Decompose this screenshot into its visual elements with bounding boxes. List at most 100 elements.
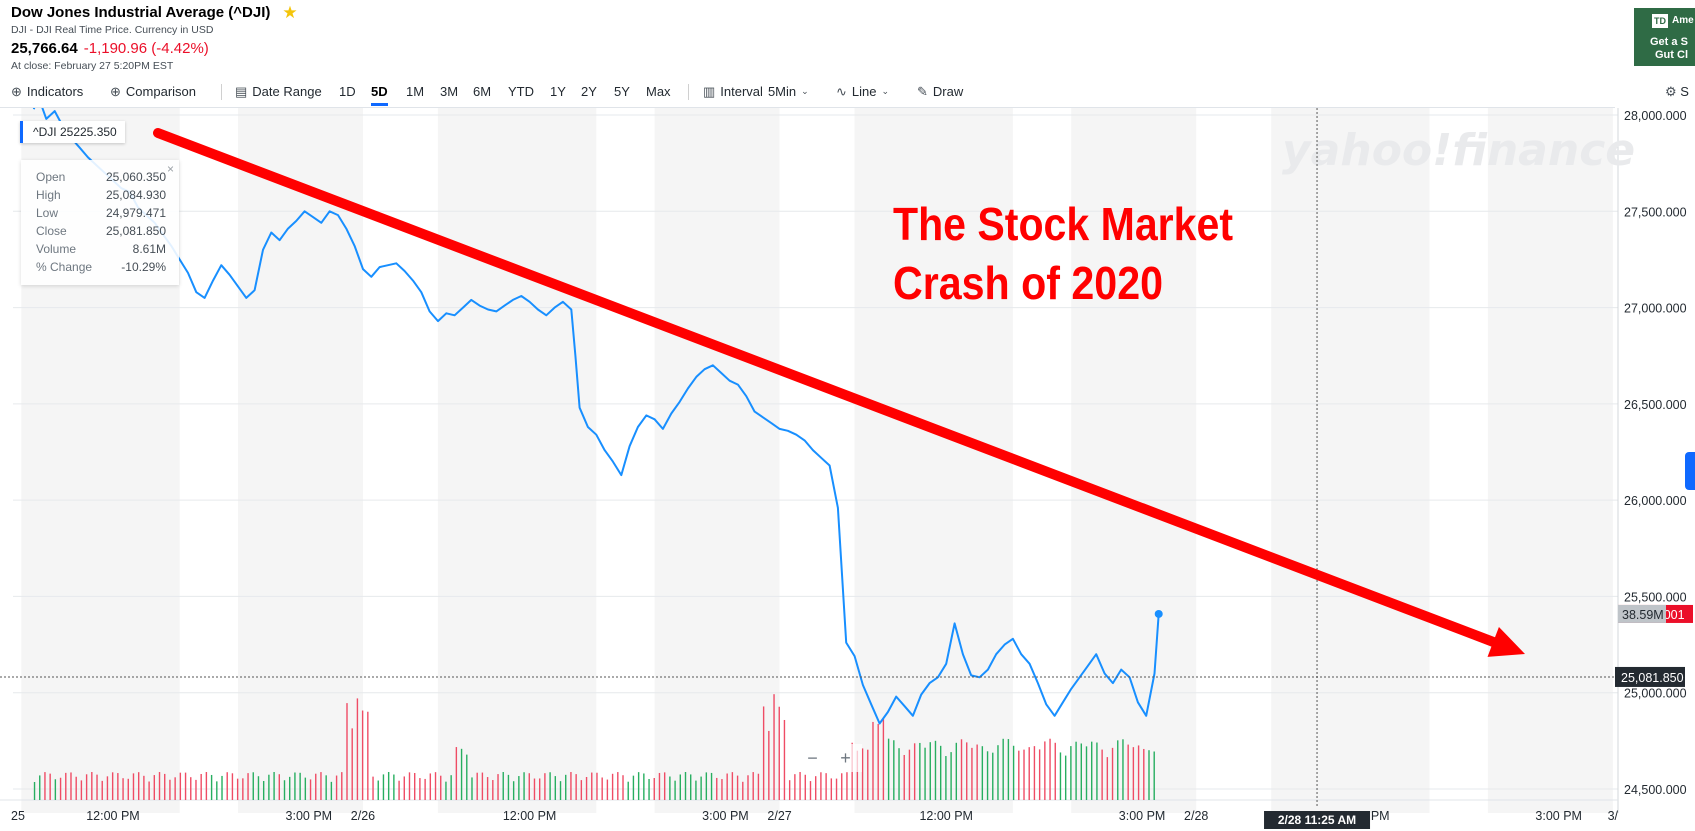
time-band-2 (437, 108, 597, 813)
range-2y[interactable]: 2Y (581, 84, 597, 99)
volume-bar (75, 776, 77, 800)
volume-bar (809, 781, 812, 800)
volume-bar (262, 781, 265, 800)
volume-bar (231, 773, 234, 800)
volume-bar (601, 777, 603, 800)
range-max[interactable]: Max (646, 84, 671, 99)
ohlc-row-change: % Change -10.29% (36, 260, 166, 274)
close-icon[interactable]: × (166, 162, 174, 176)
volume-bar (408, 772, 411, 800)
volume-bar (153, 775, 156, 800)
interval-button[interactable]: ▥ Interval 5Min ⌄ (703, 84, 809, 99)
volume-bar (757, 773, 760, 800)
range-3m[interactable]: 3M (440, 84, 459, 99)
symbol-pill[interactable]: ^DJI 25225.350 (20, 121, 125, 143)
volume-bar (986, 751, 989, 800)
comparison-button[interactable]: ⊕ Comparison (110, 84, 196, 99)
volume-bar (33, 782, 36, 800)
volume-bar (559, 781, 562, 800)
range-1d[interactable]: 1D (339, 84, 356, 99)
volume-bar (455, 747, 458, 800)
volume-bar (913, 743, 916, 800)
volume-bar (65, 772, 67, 800)
star-icon[interactable]: ★ (282, 3, 298, 22)
volume-bar (632, 775, 635, 800)
ad-line-2: Gut Cl (1655, 49, 1688, 61)
line-type-button[interactable]: ∿ Line ⌄ (836, 84, 889, 99)
volume-bar (643, 773, 645, 800)
volume-bar (221, 775, 223, 800)
volume-bar (653, 778, 655, 800)
volume-bar (934, 740, 937, 800)
volume-bar (518, 776, 520, 800)
side-panel-toggle[interactable] (1685, 452, 1695, 490)
volume-bar (273, 772, 275, 800)
volume-bar (924, 747, 926, 800)
range-1y[interactable]: 1Y (550, 84, 566, 99)
volume-bar (523, 772, 525, 800)
volume-bar (309, 779, 312, 800)
zoom-out-button[interactable]: − (807, 747, 818, 768)
volume-bar (158, 772, 161, 800)
volume-bar (1101, 749, 1103, 800)
volume-bar (346, 703, 348, 800)
range-1m[interactable]: 1M (406, 84, 425, 99)
indicators-button[interactable]: ⊕ Indicators (11, 84, 83, 99)
volume-bar (898, 748, 900, 800)
volume-bar (846, 772, 848, 800)
volume-bar (1007, 739, 1010, 800)
draw-button[interactable]: ✎ Draw (917, 84, 963, 99)
volume-bar (856, 750, 859, 800)
volume-bar (549, 772, 551, 800)
price-chart[interactable]: 24,500.000 25,000.000 25,500.000 26,000.000… (0, 108, 1695, 831)
ohlc-row-open: Open 25,060.350 (36, 170, 166, 184)
volume-bar (1148, 750, 1150, 800)
volume-bar (44, 772, 46, 800)
volume-bar (684, 772, 687, 800)
time-band-7 (1487, 108, 1613, 813)
settings-button[interactable]: ⚙ S (1665, 84, 1689, 99)
volume-bar (1096, 742, 1098, 800)
x-tick-label-0: 25 (11, 809, 25, 823)
draw-label: Draw (932, 84, 964, 99)
chevron-down-icon: ⌄ (881, 86, 890, 96)
volume-bar (1064, 755, 1067, 800)
volume-bar (778, 706, 780, 800)
range-5d[interactable]: 5D (371, 84, 388, 106)
interval-value: 5Min (767, 84, 797, 99)
range-5y[interactable]: 5Y (614, 84, 630, 99)
volume-bar (575, 774, 577, 800)
crosshair-price-label: 25,081.850 (1621, 671, 1684, 685)
volume-bar (1028, 747, 1030, 800)
range-ytd[interactable]: YTD (508, 84, 534, 99)
candle-icon: ▥ (703, 84, 716, 99)
volume-bar (1033, 746, 1036, 800)
volume-bar (393, 774, 395, 800)
plus-circle-icon: ⊕ (11, 84, 22, 99)
volume-bar (939, 745, 942, 800)
volume-bar (195, 779, 197, 800)
date-range-button[interactable]: ▤ Date Range (235, 84, 322, 99)
volume-bar (799, 772, 801, 800)
ad-banner[interactable]: TD Ame Get a S Gut Cl (1634, 8, 1695, 66)
volume-bar (481, 772, 484, 800)
volume-bar (414, 772, 416, 800)
volume-bar (226, 772, 228, 800)
range-6m[interactable]: 6M (473, 84, 492, 99)
toolbar-divider (688, 84, 689, 100)
volume-bar (976, 744, 978, 800)
volume-bar (242, 778, 244, 800)
annotation-line-1: Crash of 2020 (893, 257, 1163, 309)
volume-bar (512, 781, 515, 800)
volume-bar (648, 778, 650, 800)
chart-toolbar: ⊕ Indicators ⊕ Comparison ▤ Date Range 1… (0, 78, 1695, 106)
volume-bar (330, 781, 333, 800)
volume-bar (91, 772, 93, 800)
zoom-in-button[interactable]: + (840, 747, 851, 768)
gear-icon: ⚙ (1665, 84, 1677, 99)
volume-bar (471, 777, 473, 800)
volume-bar (1002, 738, 1004, 800)
settings-label: S (1680, 84, 1689, 99)
volume-bar (325, 775, 327, 800)
last-price-dot (1154, 609, 1163, 618)
